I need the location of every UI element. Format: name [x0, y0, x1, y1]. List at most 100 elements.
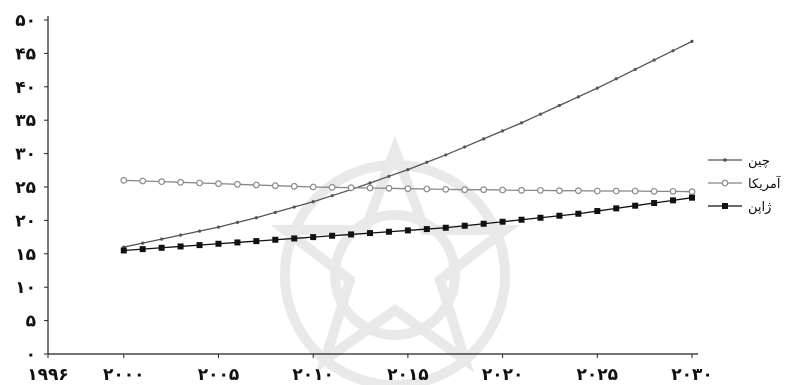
data-point: [614, 77, 618, 81]
data-point: [385, 228, 392, 235]
data-point: [329, 232, 336, 239]
y-tick-label: ۳۵: [15, 111, 36, 131]
data-point: [234, 180, 241, 188]
y-tick-label: ۱۵: [15, 245, 36, 265]
data-point: [651, 200, 658, 207]
data-point: [633, 67, 637, 72]
data-point: [482, 137, 486, 141]
data-point: [669, 187, 677, 195]
data-point: [158, 178, 166, 186]
data-point: [387, 174, 391, 178]
data-point: [500, 129, 505, 133]
data-point: [423, 185, 431, 193]
data-point: [120, 176, 128, 184]
x-tick-label: ۲۰۳۰: [671, 365, 713, 385]
data-point: [328, 183, 336, 191]
data-point: [196, 242, 203, 249]
y-tick-label: ۵۰: [15, 11, 36, 31]
data-point: [160, 237, 164, 241]
legend-marker: [721, 179, 729, 187]
legend: چین آمریکا ژاپن: [708, 154, 782, 215]
data-point: [291, 235, 298, 242]
data-point: [158, 244, 165, 251]
data-point: [463, 145, 467, 149]
data-point: [689, 194, 695, 201]
x-tick-label: ۱۹۹۶: [27, 365, 69, 385]
y-tick-label: ۱۰: [15, 278, 36, 298]
data-point: [273, 210, 277, 214]
data-point: [404, 185, 412, 193]
data-point: [690, 39, 694, 43]
data-point: [499, 186, 506, 194]
data-point: [290, 182, 298, 190]
legend-item: چین: [708, 154, 770, 169]
data-point: [594, 208, 601, 215]
data-point: [367, 230, 373, 237]
data-point: [593, 187, 601, 195]
x-tick-label: ۲۰۱۰: [292, 365, 334, 385]
data-point: [423, 226, 430, 233]
data-point: [576, 95, 580, 99]
legend-item: ژاپن: [708, 200, 771, 215]
series-2: [120, 176, 696, 196]
data-point: [385, 184, 393, 192]
legend-item: آمریکا: [708, 175, 782, 192]
data-point: [442, 224, 449, 231]
data-point: [613, 205, 620, 212]
data-point: [177, 243, 184, 250]
data-point: [480, 220, 487, 227]
y-tick-label: ۴۵: [15, 44, 36, 64]
data-point: [557, 103, 562, 108]
data-point: [178, 233, 183, 237]
data-point: [575, 210, 582, 217]
data-point: [141, 241, 145, 245]
data-point: [632, 202, 639, 209]
x-tick-label: ۲۰۲۰: [482, 365, 524, 385]
x-tick-label: ۲۰۲۵: [577, 365, 619, 385]
series-layer: [120, 39, 696, 254]
data-point: [444, 153, 448, 157]
y-tick-label: ۲۵: [15, 178, 36, 198]
y-tick-label: ۴۰: [15, 78, 36, 98]
data-point: [348, 231, 355, 238]
data-point: [197, 229, 202, 233]
data-point: [480, 186, 488, 194]
data-point: [688, 188, 696, 196]
data-point: [461, 186, 469, 194]
data-point: [652, 58, 656, 62]
data-point: [518, 216, 525, 223]
data-point: [254, 216, 258, 220]
data-point: [499, 218, 506, 225]
data-point: [311, 200, 315, 204]
legend-marker: [722, 203, 728, 209]
data-point: [252, 181, 260, 189]
data-point: [595, 86, 599, 90]
watermark-emblem: [270, 135, 520, 385]
data-point: [272, 236, 279, 243]
data-point: [347, 184, 355, 192]
data-point: [631, 187, 639, 195]
data-point: [310, 234, 317, 241]
data-point: [519, 121, 524, 125]
y-tick-label: ۰: [26, 345, 36, 365]
data-point: [234, 239, 241, 246]
data-point: [120, 247, 127, 254]
legend-marker: [723, 158, 727, 162]
data-point: [538, 112, 543, 116]
data-point: [253, 238, 260, 245]
data-point: [215, 240, 222, 247]
x-tick-label: ۲۰۰۵: [198, 365, 240, 385]
data-point: [196, 179, 203, 187]
data-point: [215, 180, 222, 188]
data-point: [461, 222, 468, 229]
data-point: [177, 178, 184, 186]
y-tick-label: ۳۰: [15, 145, 36, 165]
data-point: [650, 187, 658, 195]
series-1: [122, 39, 694, 249]
y-tick-label: ۵: [26, 312, 36, 332]
series-3: [120, 194, 695, 254]
data-point: [574, 187, 582, 195]
data-point: [309, 183, 317, 191]
data-point: [292, 205, 296, 209]
